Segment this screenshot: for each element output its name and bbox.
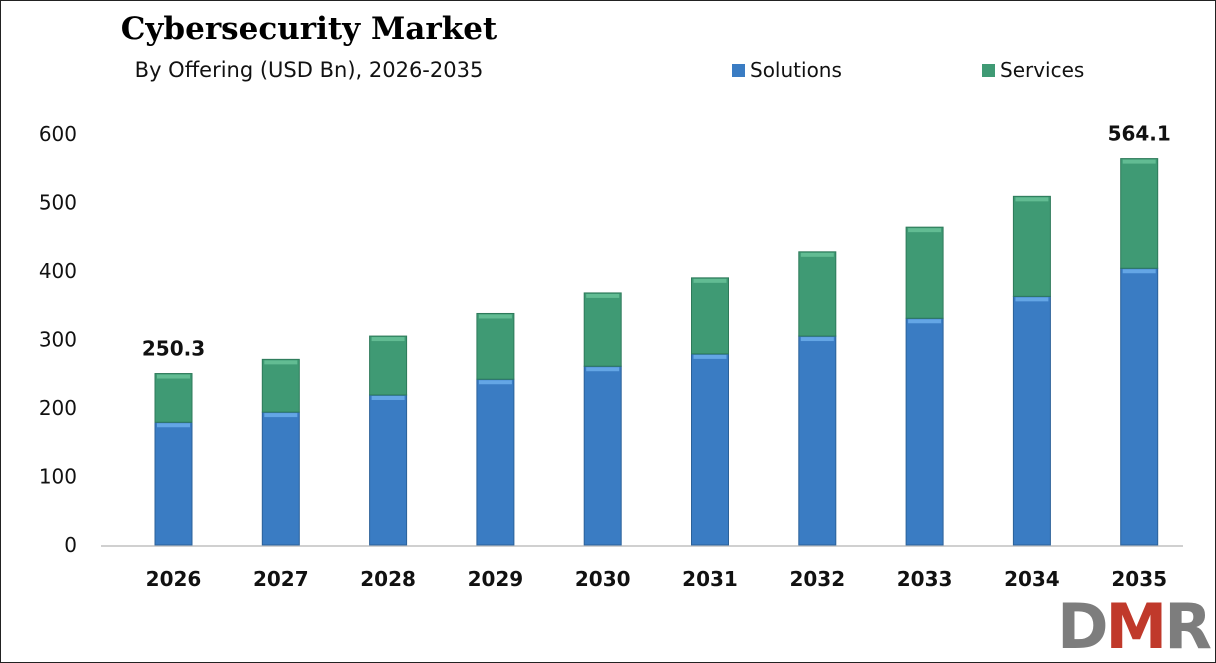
y-tick-label: 300: [39, 328, 77, 352]
bar-services-2031: [691, 277, 729, 355]
chart-title: Cybersecurity Market: [120, 11, 498, 47]
bar-services-2033: [905, 226, 944, 319]
dmr-logo: DMR: [1057, 590, 1212, 663]
y-tick-label: 0: [64, 533, 77, 557]
legend-item-solutions: Solutions: [732, 58, 842, 82]
y-tick-label: 500: [39, 191, 77, 215]
legend-label-services: Services: [1000, 58, 1085, 82]
bar-bevel: [371, 337, 405, 342]
legend-swatch-services: [982, 63, 995, 77]
bar-services-2026: [154, 373, 193, 423]
x-tick-label: 2033: [897, 567, 953, 591]
bar-bevel: [264, 413, 298, 418]
legend-label-solutions: Solutions: [750, 58, 842, 82]
x-tick-label: 2034: [1004, 567, 1060, 591]
x-tick-label: 2029: [468, 567, 524, 591]
bar-bevel: [478, 314, 512, 319]
bar-services-2030: [583, 292, 622, 367]
bar-solutions-2034: [1012, 295, 1051, 546]
bar-services-2034: [1012, 195, 1051, 297]
bar-services-2035: [1120, 158, 1159, 269]
bar-solutions-2029: [476, 378, 515, 546]
bar-bevel: [264, 360, 298, 365]
x-tick-label: 2031: [682, 567, 738, 591]
bar-solutions-2032: [798, 335, 837, 546]
bar-bevel: [800, 252, 834, 257]
x-tick-label: 2026: [146, 567, 202, 591]
bar-bevel: [157, 423, 190, 428]
bar-bevel: [1122, 269, 1156, 274]
bar-bevel: [478, 380, 512, 385]
legend-item-services: Services: [982, 58, 1084, 82]
data-label: 564.1: [1108, 122, 1171, 146]
bar-bevel: [693, 278, 727, 283]
bar-solutions-2027: [261, 411, 300, 546]
bar-bevel: [800, 337, 834, 342]
bar-solutions-2035: [1120, 267, 1159, 546]
bar-bevel: [1015, 297, 1049, 302]
bar-bevel: [908, 228, 942, 233]
bar-bevel: [1015, 197, 1049, 202]
x-tick-label: 2030: [575, 567, 631, 591]
y-tick-label: 600: [39, 122, 77, 146]
bar-bevel: [157, 374, 190, 379]
bar-solutions-2031: [691, 353, 729, 546]
bar-services-2027: [261, 358, 300, 413]
bar-solutions-2030: [583, 365, 622, 546]
x-tick-label: 2032: [789, 567, 845, 591]
bar-bevel: [371, 395, 405, 400]
data-label: 250.3: [142, 337, 205, 361]
chart-subtitle: By Offering (USD Bn), 2026-2035: [134, 58, 484, 82]
y-tick-label: 400: [39, 259, 77, 283]
bar-services-2028: [369, 335, 408, 396]
bar-bevel: [586, 367, 620, 372]
bar-bevel: [1122, 159, 1156, 164]
y-tick-label: 200: [39, 396, 77, 420]
bar-services-2029: [476, 312, 515, 380]
legend-swatch-solutions: [732, 63, 745, 77]
bar-solutions-2033: [905, 317, 944, 546]
bar-solutions-2026: [154, 421, 193, 546]
x-tick-label: 2035: [1111, 567, 1167, 591]
bar-solutions-2028: [369, 394, 408, 546]
y-tick-label: 100: [39, 465, 77, 489]
bar-bevel: [586, 293, 620, 298]
x-tick-label: 2027: [253, 567, 309, 591]
x-tick-label: 2028: [360, 567, 416, 591]
bar-bevel: [693, 354, 727, 359]
bar-services-2032: [798, 251, 837, 337]
bar-bevel: [908, 319, 942, 324]
